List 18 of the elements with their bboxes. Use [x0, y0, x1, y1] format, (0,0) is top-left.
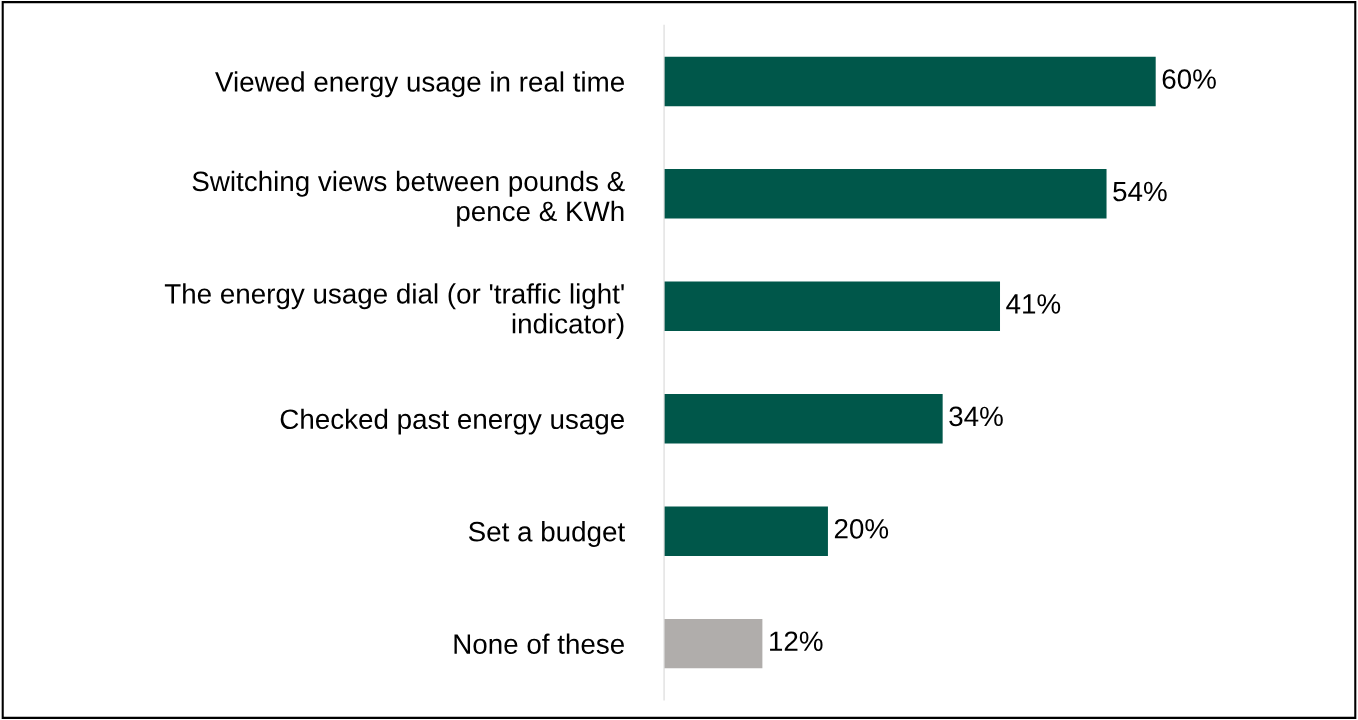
y-tick-label: Viewed energy usage in real time	[215, 71, 624, 98]
bar	[664, 281, 1001, 332]
data-label: 60%	[1162, 69, 1216, 89]
bar	[664, 618, 763, 669]
data-label: 12%	[770, 631, 823, 651]
bar	[664, 169, 1107, 219]
bar	[664, 394, 943, 444]
bar	[664, 506, 828, 556]
data-label: 41%	[1006, 294, 1061, 314]
data-label: 34%	[949, 406, 1003, 427]
data-label: 20%	[834, 518, 889, 539]
y-tick-label: Checked past energy usage	[280, 408, 624, 435]
y-tick-label: Set a budget	[468, 521, 625, 548]
y-tick-label: None of these	[454, 633, 624, 654]
bar	[664, 56, 1156, 107]
data-label: 54%	[1113, 181, 1167, 202]
y-tick-label: Switching views between pounds & pence & KWh	[192, 170, 625, 227]
y-tick-label: The energy usage dial (or 'traffic light' indicator)	[164, 283, 624, 340]
